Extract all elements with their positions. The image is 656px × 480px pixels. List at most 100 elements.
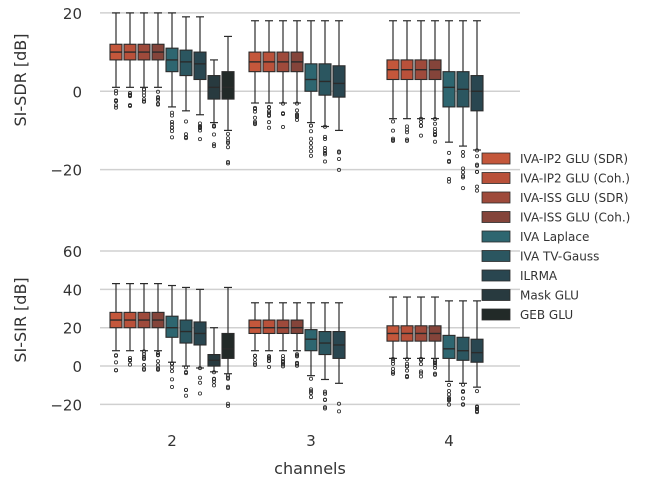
outlier-point (225, 136, 230, 141)
outlier-point (225, 131, 230, 136)
box-iva-iss-glu-coh--ch2 (151, 12, 165, 107)
outlier-point (474, 148, 479, 153)
outlier-point (308, 389, 313, 394)
outlier-point (308, 395, 313, 400)
outlier-point (197, 380, 202, 385)
outlier-point (252, 115, 257, 120)
outlier-point (225, 403, 230, 408)
outlier-point (225, 386, 230, 391)
outlier-point (169, 365, 174, 370)
legend-swatch (481, 191, 511, 204)
legend-swatch (481, 230, 511, 243)
outlier-point (460, 153, 465, 158)
outlier-point (266, 105, 271, 110)
outlier-point (294, 113, 299, 118)
y-tick-label: −20 (50, 162, 82, 180)
outlier-point (432, 363, 437, 368)
outlier-point (474, 169, 479, 174)
outlier-point (225, 139, 230, 144)
outlier-point (322, 406, 327, 411)
box-ilrma-ch2 (193, 16, 207, 142)
outlier-point (390, 359, 395, 364)
outlier-point (266, 125, 271, 130)
box-mask-glu-ch2 (207, 327, 221, 388)
outlier-point (141, 363, 146, 368)
box-ilrma-ch3 (332, 302, 346, 414)
outlier-point (183, 387, 188, 392)
y-axis-label-si-sir: SI-SIR [dB] (11, 277, 30, 362)
x-tick-label: 3 (306, 432, 316, 450)
outlier-point (322, 159, 327, 164)
outlier-point (404, 130, 409, 135)
outlier-point (183, 365, 188, 370)
outlier-point (211, 132, 216, 137)
outlier-point (225, 159, 230, 164)
legend-swatch (481, 152, 511, 165)
outlier-point (446, 150, 451, 155)
outlier-point (460, 396, 465, 401)
box-iva-tv-gauss-ch2 (179, 16, 193, 141)
outlier-point (322, 389, 327, 394)
legend-label: IVA-IP2 GLU (Coh.) (520, 172, 630, 186)
box-iva-tv-gauss-ch3 (318, 302, 332, 411)
outlier-point (183, 135, 188, 140)
outlier-point (404, 124, 409, 129)
box-iva-tv-gauss-ch2 (179, 286, 193, 398)
outlier-point (322, 137, 327, 142)
outlier-point (266, 356, 271, 361)
box-iva-iss-glu-coh--ch2 (151, 283, 165, 372)
y-tick-label: −20 (50, 396, 82, 414)
box-iqr (470, 75, 484, 112)
legend-label: Mask GLU (520, 289, 579, 303)
box-iva-laplace-ch2 (165, 12, 179, 140)
outlier-point (474, 408, 479, 413)
outlier-point (197, 124, 202, 129)
box-iqr (179, 49, 193, 77)
box-iva-ip2-glu-sdr--ch2 (109, 283, 123, 373)
outlier-point (308, 391, 313, 396)
panel-si-sdr: SI-SDR [dB] −20 0 20 (11, 5, 520, 193)
outlier-point (432, 126, 437, 131)
box-iva-iss-glu-coh--ch4 (428, 296, 442, 377)
outlier-point (474, 405, 479, 410)
panel-si-sir: SI-SIR [dB] −20 0 20 40 60 (11, 243, 520, 414)
box-iva-ip2-glu-sdr--ch4 (386, 296, 400, 376)
outlier-point (418, 371, 423, 376)
outlier-point (404, 364, 409, 369)
outlier-point (460, 174, 465, 179)
legend-swatch (481, 250, 511, 262)
outlier-point (266, 109, 271, 114)
box-iva-iss-glu-sdr--ch2 (137, 12, 151, 104)
outlier-point (197, 391, 202, 396)
outlier-point (225, 373, 230, 378)
outlier-point (446, 382, 451, 387)
outlier-point (294, 362, 299, 367)
box-iva-iss-glu-sdr--ch4 (414, 20, 428, 138)
box-iqr (332, 65, 346, 98)
legend-label: IVA Laplace (520, 230, 589, 244)
outlier-point (390, 366, 395, 371)
outlier-point (266, 354, 271, 359)
outlier-point (336, 156, 341, 161)
outlier-point (308, 387, 313, 392)
outlier-point (390, 371, 395, 376)
outlier-point (155, 366, 160, 371)
outlier-point (404, 375, 409, 380)
outlier-point (418, 133, 423, 138)
outlier-point (252, 121, 257, 126)
outlier-point (141, 354, 146, 359)
outlier-point (404, 138, 409, 143)
outlier-point (183, 119, 188, 124)
outlier-point (225, 401, 230, 406)
box-iqr (304, 329, 318, 352)
outlier-point (460, 170, 465, 175)
outlier-point (252, 353, 257, 358)
outlier-point (460, 389, 465, 394)
y-tick-label: 20 (63, 320, 82, 338)
outlier-point (418, 362, 423, 367)
outlier-point (432, 139, 437, 144)
box-iqr (318, 63, 332, 96)
outlier-point (197, 366, 202, 371)
box-iva-ip2-glu-coh--ch4 (400, 296, 414, 380)
y-tick-label: 0 (72, 83, 82, 101)
